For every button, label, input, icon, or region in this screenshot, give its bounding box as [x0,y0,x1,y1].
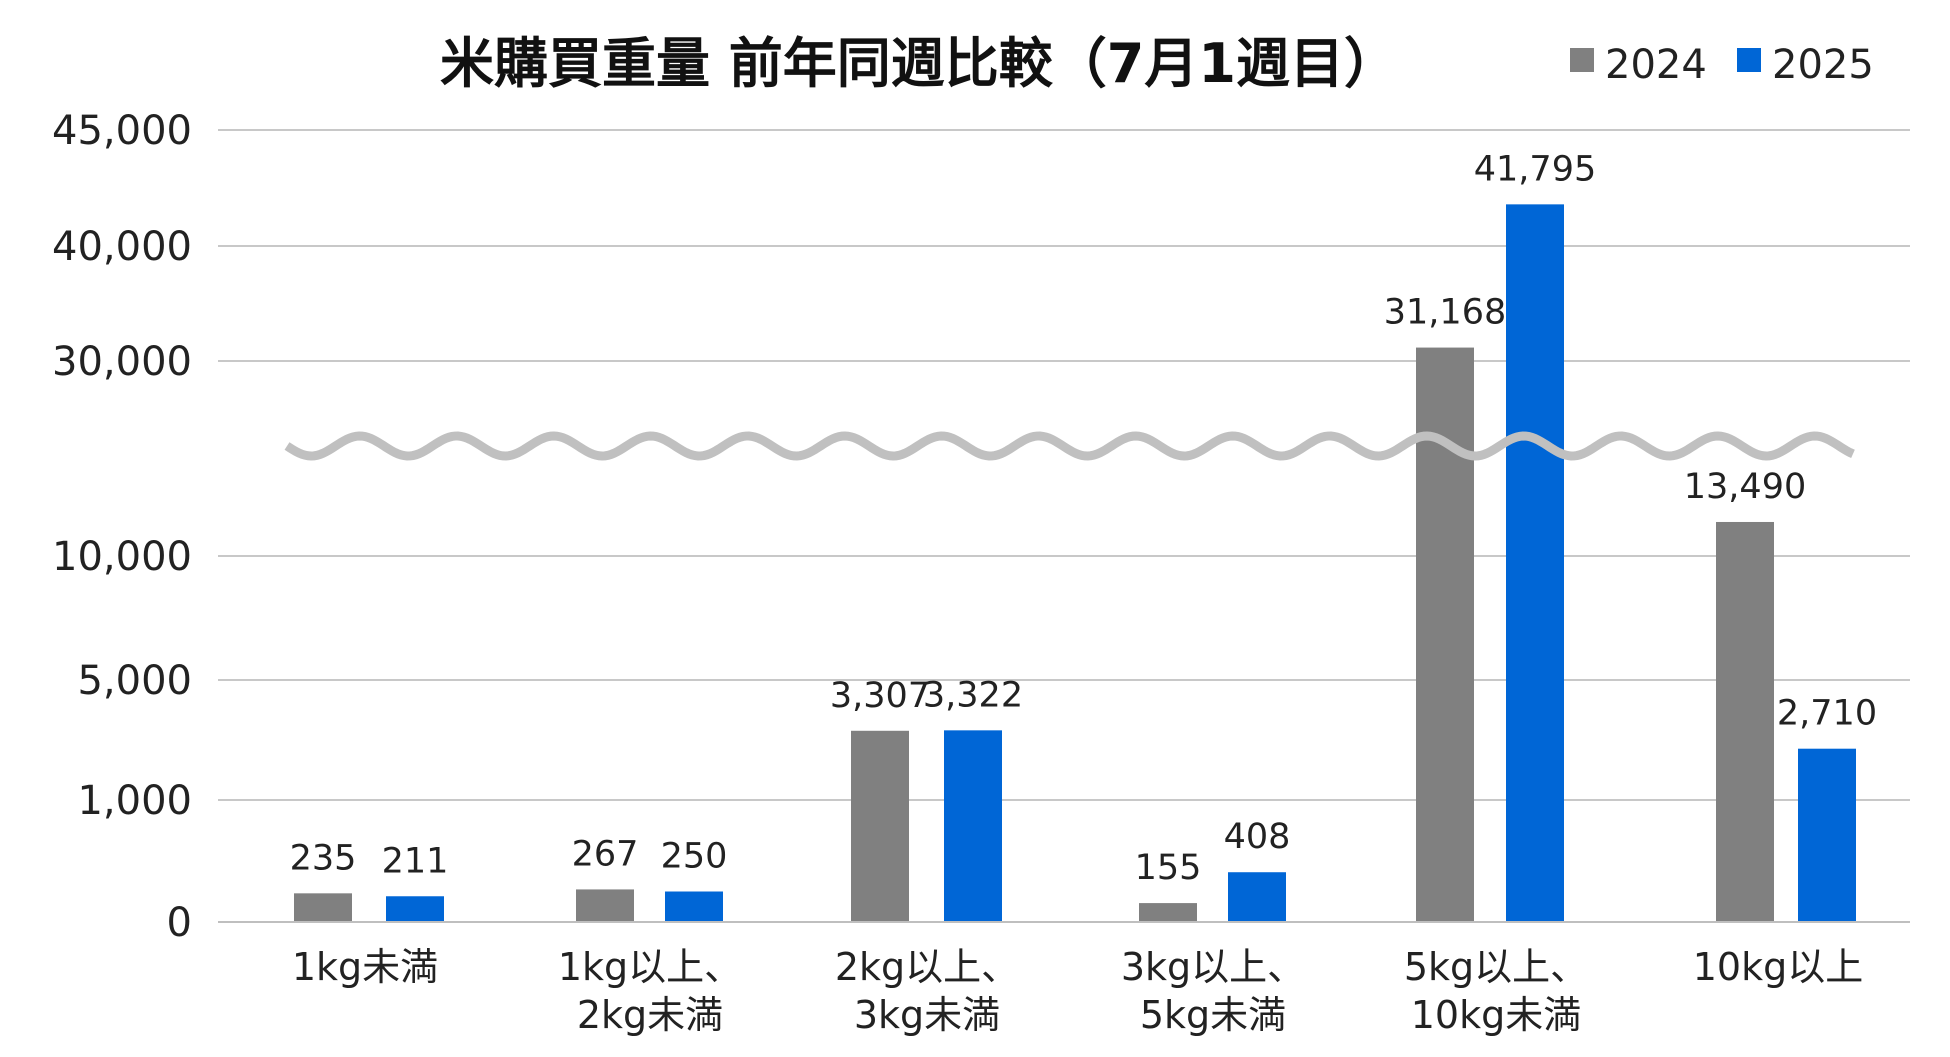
chart-title: 米購買重量 前年同週比較（7月1週目） [440,32,1398,95]
bar-2025 [1228,872,1286,922]
bar-2025 [944,730,1002,922]
data-label-2024: 13,490 [1684,467,1806,507]
legend-label-2024: 2024 [1605,42,1707,88]
x-category-label: 3kg未満 [854,993,1000,1037]
data-label-2025: 408 [1224,817,1291,857]
x-category-label: 5kg以上、 [1404,945,1588,989]
bar-2025 [1506,204,1564,922]
data-label-2024: 31,168 [1384,293,1506,333]
legend-label-2025: 2025 [1772,42,1874,88]
bar-2024 [1716,521,1774,922]
data-label-2025: 250 [661,837,728,877]
data-label-2024: 235 [290,838,357,878]
y-tick-label: 45,000 [52,108,192,154]
legend: 2024 2025 [1570,42,1874,88]
bar-2025 [386,896,444,922]
bar-2024 [851,730,909,922]
data-label-2025: 41,795 [1474,149,1596,189]
bar-2024 [576,889,634,922]
axis-break-wave [284,431,1855,461]
legend-swatch-2024 [1570,48,1594,72]
y-tick-label: 10,000 [52,534,192,580]
bar-2025 [1798,748,1856,922]
bars [294,204,1856,922]
x-category-label: 5kg未満 [1140,993,1286,1037]
gridlines [218,129,1910,801]
x-category-label: 10kg以上 [1693,945,1863,989]
data-label-2025: 211 [382,841,449,881]
x-category-label: 1kg未満 [292,945,438,989]
x-axis-categories: 1kg未満 1kg以上、2kg未満 2kg以上、3kg未満 3kg以上、5kg未満 5k… [292,945,1863,1037]
x-category-label: 3kg以上、 [1121,945,1305,989]
bar-2024 [1139,903,1197,922]
x-category-label: 2kg以上、 [835,945,1019,989]
data-label-2024: 267 [572,834,639,874]
y-tick-label: 0 [167,900,192,946]
data-labels: 235 267 3,307 155 31,168 13,490 211 250 3,322 408… [290,149,1878,888]
y-tick-label: 30,000 [52,339,192,385]
data-label-2024: 3,307 [830,676,930,716]
bar-2024 [294,893,352,922]
y-tick-label: 1,000 [77,778,192,824]
data-label-2024: 155 [1135,848,1202,888]
y-tick-label: 5,000 [77,658,192,704]
bar-2025 [665,891,723,922]
data-label-2025: 3,322 [923,675,1023,715]
x-category-label: 2kg未満 [577,993,723,1037]
y-tick-label: 40,000 [52,224,192,270]
y-axis: 0 1,000 5,000 10,000 30,000 40,000 45,000 [52,108,192,946]
data-label-2025: 2,710 [1777,694,1877,734]
legend-swatch-2025 [1737,48,1761,72]
x-category-label: 1kg以上、 [558,945,742,989]
x-category-label: 10kg未満 [1411,993,1581,1037]
